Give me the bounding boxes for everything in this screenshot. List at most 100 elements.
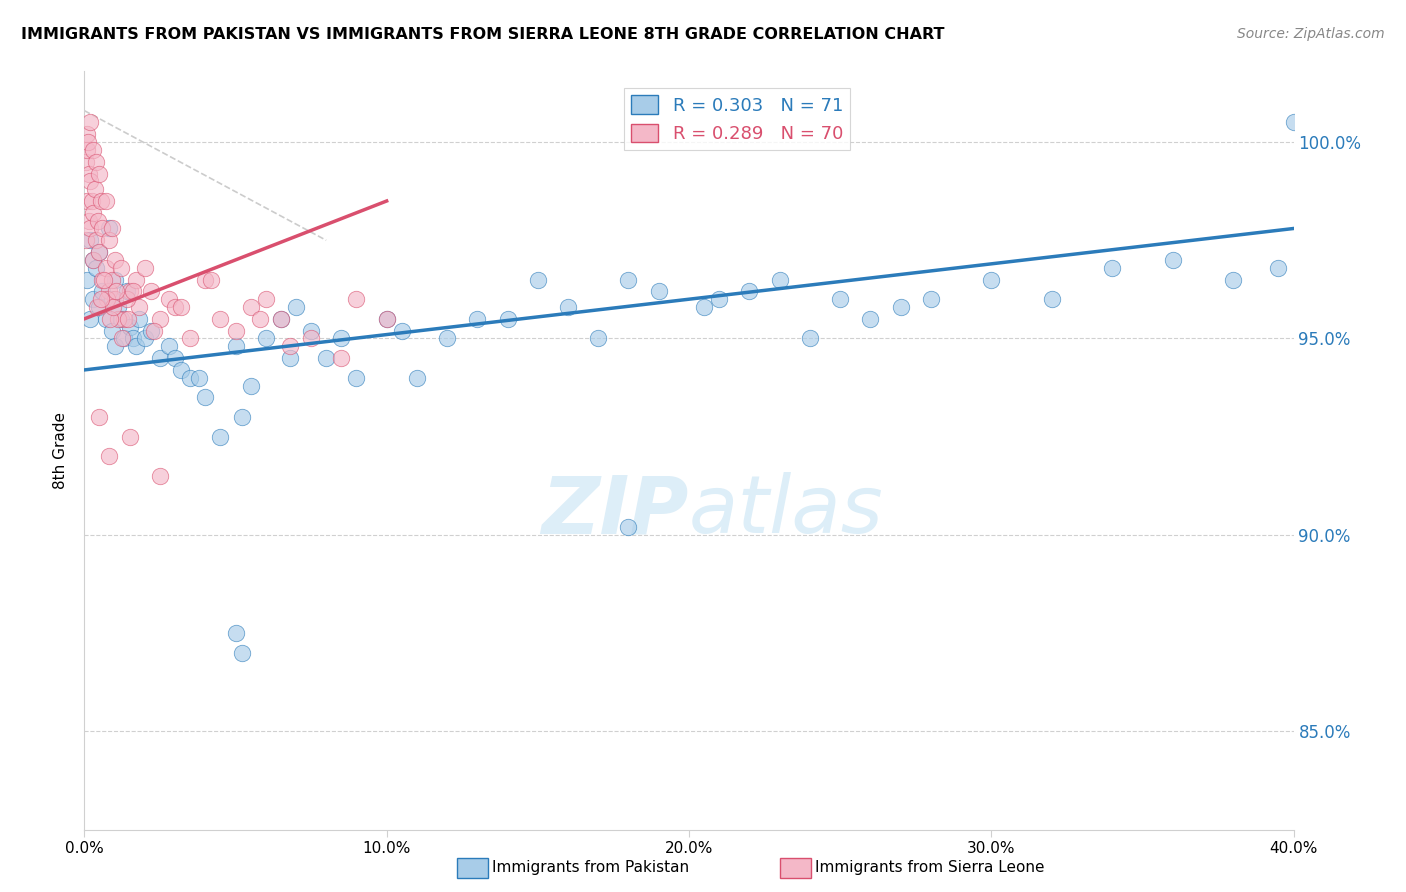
Point bbox=[82, 292, 104, 306]
Point bbox=[76, 127, 98, 141]
Point bbox=[94, 194, 117, 208]
Point bbox=[110, 260, 132, 275]
Point bbox=[121, 285, 143, 299]
Point bbox=[86, 233, 108, 247]
Point bbox=[709, 292, 731, 306]
Point bbox=[89, 167, 111, 181]
Point bbox=[134, 260, 156, 275]
Point bbox=[94, 260, 117, 275]
Point bbox=[84, 182, 107, 196]
Point bbox=[89, 245, 111, 260]
Point bbox=[1282, 115, 1305, 129]
Point bbox=[76, 194, 98, 208]
Point bbox=[104, 272, 127, 286]
Point bbox=[194, 391, 217, 405]
Point bbox=[375, 311, 398, 326]
Point bbox=[239, 300, 262, 314]
Point bbox=[194, 272, 217, 286]
Point bbox=[97, 285, 120, 299]
Point bbox=[315, 351, 337, 366]
Point bbox=[139, 324, 162, 338]
Point bbox=[285, 300, 308, 314]
Point bbox=[149, 351, 172, 366]
Point bbox=[77, 135, 100, 149]
Point bbox=[107, 311, 129, 326]
Point bbox=[86, 260, 108, 275]
Point bbox=[346, 371, 368, 385]
Point bbox=[80, 194, 103, 208]
Point bbox=[165, 300, 187, 314]
Point bbox=[82, 252, 104, 267]
Point bbox=[96, 292, 118, 306]
Point bbox=[467, 311, 489, 326]
Point bbox=[91, 221, 114, 235]
Point bbox=[79, 174, 101, 188]
Point bbox=[117, 311, 139, 326]
Point bbox=[254, 292, 277, 306]
Point bbox=[89, 245, 111, 260]
Point bbox=[91, 285, 114, 299]
Point bbox=[375, 311, 398, 326]
Point bbox=[588, 331, 610, 345]
Text: Immigrants from Sierra Leone: Immigrants from Sierra Leone bbox=[815, 861, 1045, 875]
Point bbox=[249, 311, 271, 326]
Point bbox=[225, 626, 247, 640]
Point bbox=[346, 292, 368, 306]
Point bbox=[170, 300, 193, 314]
Point bbox=[82, 143, 104, 157]
Point bbox=[1161, 252, 1184, 267]
Point bbox=[104, 292, 127, 306]
Point bbox=[94, 311, 117, 326]
Point bbox=[101, 300, 124, 314]
Point bbox=[436, 331, 458, 345]
Point bbox=[104, 252, 127, 267]
Point bbox=[107, 300, 129, 314]
Text: IMMIGRANTS FROM PAKISTAN VS IMMIGRANTS FROM SIERRA LEONE 8TH GRADE CORRELATION C: IMMIGRANTS FROM PAKISTAN VS IMMIGRANTS F… bbox=[21, 27, 945, 42]
Point bbox=[91, 272, 114, 286]
Point bbox=[209, 311, 232, 326]
Point bbox=[100, 324, 122, 338]
Point bbox=[648, 285, 671, 299]
Text: atlas: atlas bbox=[689, 472, 884, 550]
Point bbox=[270, 311, 292, 326]
Point bbox=[254, 331, 277, 345]
Point bbox=[406, 371, 429, 385]
Point bbox=[98, 311, 121, 326]
Point bbox=[115, 285, 138, 299]
Legend: R = 0.303   N = 71, R = 0.289   N = 70: R = 0.303 N = 71, R = 0.289 N = 70 bbox=[624, 88, 851, 150]
Point bbox=[527, 272, 550, 286]
Point bbox=[86, 300, 108, 314]
Point bbox=[188, 371, 211, 385]
Point bbox=[82, 252, 104, 267]
Point bbox=[239, 378, 262, 392]
Point bbox=[170, 363, 193, 377]
Point bbox=[330, 351, 353, 366]
Point bbox=[557, 300, 579, 314]
Point bbox=[76, 272, 98, 286]
Point bbox=[112, 311, 135, 326]
Point bbox=[299, 331, 322, 345]
Point bbox=[830, 292, 852, 306]
Point bbox=[270, 311, 292, 326]
Point bbox=[76, 143, 98, 157]
Point bbox=[97, 233, 120, 247]
Point bbox=[617, 520, 640, 534]
Point bbox=[149, 469, 172, 483]
Text: Immigrants from Pakistan: Immigrants from Pakistan bbox=[492, 861, 689, 875]
Point bbox=[165, 351, 187, 366]
Point bbox=[90, 292, 112, 306]
Point bbox=[118, 430, 141, 444]
Point bbox=[920, 292, 942, 306]
Point bbox=[97, 450, 120, 464]
Point bbox=[1222, 272, 1244, 286]
Point bbox=[859, 311, 882, 326]
Point bbox=[128, 300, 150, 314]
Point bbox=[1040, 292, 1063, 306]
Point bbox=[225, 324, 247, 338]
Point bbox=[980, 272, 1002, 286]
Point bbox=[75, 233, 97, 247]
Point bbox=[110, 311, 132, 326]
Point bbox=[118, 285, 141, 299]
Point bbox=[209, 430, 232, 444]
Point bbox=[1267, 260, 1289, 275]
